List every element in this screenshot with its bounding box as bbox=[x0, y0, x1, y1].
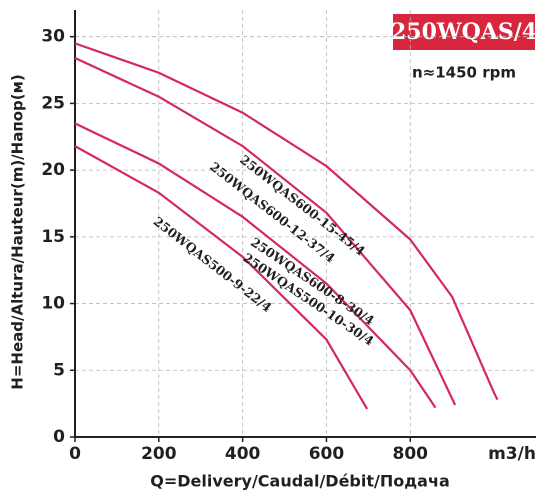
curve bbox=[74, 122, 437, 409]
y-tick-label: 15 bbox=[41, 227, 65, 247]
title-box bbox=[393, 14, 535, 50]
y-tick-label: 25 bbox=[41, 93, 65, 113]
curve bbox=[74, 42, 499, 401]
y-tick-label: 20 bbox=[41, 160, 65, 180]
chart-subtitle: n≈1450 rpm bbox=[412, 64, 516, 82]
x-unit: m3/h bbox=[488, 444, 536, 464]
curve bbox=[74, 57, 457, 406]
x-tick-label: 200 bbox=[141, 444, 177, 464]
y-axis-label: H=Head/Altura/Hauteur(m)/Напор(м) bbox=[9, 74, 27, 389]
x-tick-label: 600 bbox=[309, 444, 345, 464]
x-tick-label: 0 bbox=[69, 444, 81, 464]
curve bbox=[74, 145, 369, 410]
y-tick-label: 30 bbox=[41, 27, 65, 47]
x-tick-label: 400 bbox=[225, 444, 261, 464]
y-tick-label: 5 bbox=[53, 360, 65, 380]
x-tick-label: 800 bbox=[393, 444, 429, 464]
y-tick-label: 0 bbox=[53, 427, 65, 447]
x-axis-label: Q=Delivery/Caudal/Débit/Подача bbox=[150, 472, 450, 491]
chart-title: 250WQAS/4 bbox=[391, 19, 537, 45]
y-tick-label: 10 bbox=[41, 294, 65, 314]
